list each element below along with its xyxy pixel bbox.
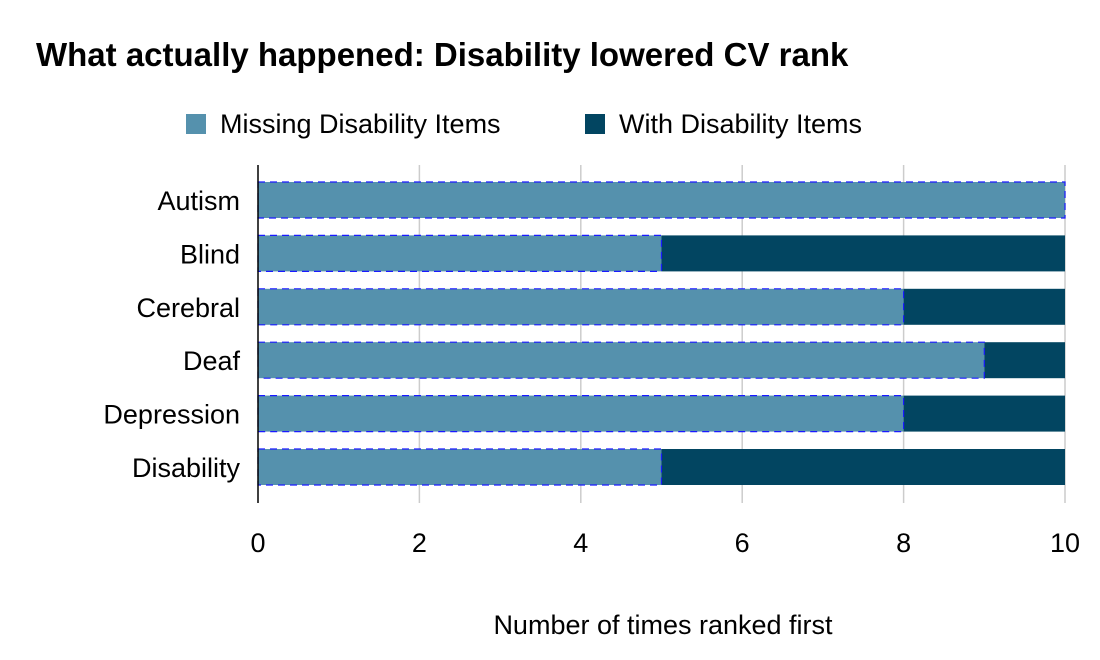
- x-tick-label-0: 0: [250, 528, 265, 558]
- legend: Missing Disability Items With Disability…: [0, 104, 1100, 144]
- x-tick-label-2: 2: [412, 528, 427, 558]
- x-tick-label-4: 4: [573, 528, 588, 558]
- y-tick-label-disability: Disability: [132, 453, 241, 483]
- bar-cerebral-missing: [258, 288, 904, 325]
- chart-title: What actually happened: Disability lower…: [36, 36, 849, 73]
- x-tick-label-8: 8: [896, 528, 911, 558]
- bar-cerebral-with: [903, 288, 1065, 325]
- x-axis-label: Number of times ranked first: [493, 610, 833, 640]
- bar-depression-with: [903, 395, 1065, 432]
- legend-swatch-with: [585, 114, 605, 134]
- legend-swatch-missing: [186, 114, 206, 134]
- y-tick-label-autism: Autism: [157, 186, 240, 216]
- bar-blind-missing: [258, 235, 662, 272]
- y-tick-label-blind: Blind: [180, 239, 240, 269]
- bar-outline-blind: [257, 234, 663, 272]
- bar-autism-missing: [258, 182, 1065, 218]
- plot-area: 0 2 4 6 8 10 Autism Blind Cerebral Deaf Depression…: [103, 165, 1080, 558]
- legend-label-with: With Disability Items: [619, 108, 863, 139]
- y-tick-label-depression: Depression: [103, 400, 240, 430]
- gridlines: [418, 165, 1066, 503]
- bar-depression-missing: [258, 395, 904, 432]
- bar-disability-missing: [258, 449, 662, 485]
- legend-item-with: With Disability Items: [585, 104, 862, 144]
- x-tick-label-10: 10: [1050, 528, 1080, 558]
- legend-item-missing: Missing Disability Items: [186, 104, 501, 144]
- bar-deaf-with: [984, 342, 1065, 379]
- y-tick-label-deaf: Deaf: [183, 346, 241, 376]
- bar-outline-disability: [257, 448, 663, 486]
- tick-labels: 0 2 4 6 8 10 Autism Blind Cerebral Deaf Depression…: [103, 186, 1080, 558]
- y-tick-label-cerebral: Cerebral: [136, 293, 240, 323]
- legend-label-missing: Missing Disability Items: [220, 108, 501, 139]
- x-tick-label-6: 6: [735, 528, 750, 558]
- bar-disability-with: [661, 449, 1065, 485]
- bar-blind-with: [661, 235, 1065, 272]
- bar-deaf-missing: [258, 342, 985, 379]
- bars: [257, 181, 1066, 486]
